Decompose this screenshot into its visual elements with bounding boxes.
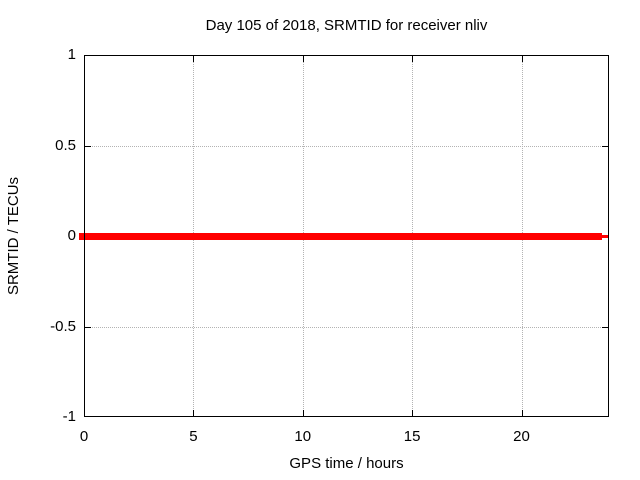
x-tick-mark-top [302, 55, 304, 62]
y-tick-label: -1 [62, 408, 76, 425]
x-axis-label: GPS time / hours [289, 455, 404, 472]
y-tick-label: -0.5 [50, 317, 76, 335]
series-line-segment [602, 234, 609, 238]
y-tick-label: 1 [67, 46, 76, 63]
x-tick-label: 5 [189, 428, 198, 445]
plot-border [84, 55, 609, 417]
x-tick-mark-bottom [302, 410, 304, 417]
grid-line-horizontal [84, 326, 609, 328]
y-tick-mark-left [84, 326, 91, 328]
x-tick-label: 0 [79, 428, 89, 445]
grid-line-horizontal [84, 145, 609, 147]
x-tick-mark-top [193, 55, 195, 62]
chart-title: Day 105 of 2018, SRMTID for receiver nli… [205, 17, 488, 34]
x-tick-label: 15 [403, 428, 421, 445]
x-tick-label: 10 [294, 428, 312, 445]
y-tick-label: 0 [67, 227, 76, 244]
y-tick-mark-right [602, 326, 609, 328]
y-tick-label: 0.5 [55, 136, 76, 154]
x-tick-mark-top [521, 55, 523, 62]
x-tick-mark-bottom [521, 410, 523, 417]
x-tick-mark-top [412, 55, 414, 62]
y-tick-mark-right [602, 145, 609, 147]
x-tick-mark-bottom [193, 410, 195, 417]
x-tick-label: 20 [513, 428, 530, 445]
series-line-segment [79, 232, 603, 240]
y-tick-mark-left [84, 145, 91, 147]
x-tick-mark-bottom [412, 410, 414, 417]
